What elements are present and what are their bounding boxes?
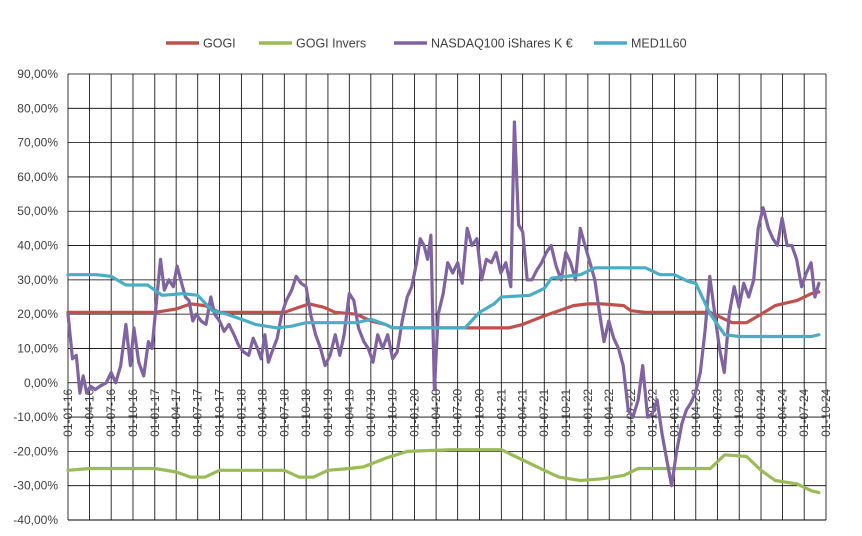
series-line-gogi-invers [66, 448, 821, 495]
y-tick-label: 60,00% [17, 170, 58, 184]
x-tick-label: 01-01-21 [494, 388, 508, 436]
x-tick-label: 01-10-17 [213, 388, 227, 436]
series-line-nasdaq100-ishares-k [66, 120, 821, 488]
x-tick-label: 01-10-21 [559, 388, 573, 436]
y-tick-label: 40,00% [17, 239, 58, 253]
x-tick-label: 01-07-17 [191, 388, 205, 436]
x-tick-label: 01-04-24 [776, 388, 790, 436]
series-line-med1l60 [66, 266, 821, 339]
legend: GOGI GOGI Invers NASDAQ100 iShares K € MED1… [166, 37, 687, 51]
x-tick-label: 01-07-21 [537, 388, 551, 436]
x-tick-label: 01-04-16 [83, 388, 97, 436]
legend-label: GOGI Invers [296, 37, 366, 51]
x-tick-label: 01-04-21 [516, 388, 530, 436]
x-tick-label: 01-07-20 [451, 388, 465, 436]
x-tick-label: 01-10-23 [732, 388, 746, 436]
x-tick-label: 01-10-16 [126, 388, 140, 436]
x-tick-label: 01-07-18 [277, 388, 291, 436]
x-tick-label: 01-01-20 [408, 388, 422, 436]
legend-label: NASDAQ100 iShares K € [431, 37, 573, 51]
y-tick-label: 30,00% [17, 273, 58, 287]
series-layer [66, 120, 821, 495]
x-tick-label: 01-01-23 [667, 388, 681, 436]
y-tick-label: -40,00% [13, 513, 58, 527]
x-tick-label: 01-07-23 [710, 388, 724, 436]
y-tick-label: 50,00% [17, 204, 58, 218]
x-tick-label: 01-04-22 [602, 388, 616, 436]
x-tick-label: 01-04-19 [342, 388, 356, 436]
y-tick-label: 90,00% [17, 67, 58, 81]
x-tick-label: 01-07-16 [104, 388, 118, 436]
x-tick-label: 01-01-22 [581, 388, 595, 436]
legend-label: MED1L60 [631, 37, 687, 51]
x-tick-label: 01-01-19 [321, 388, 335, 436]
x-tick-label: 01-01-18 [234, 388, 248, 436]
x-tick-label: 01-07-19 [364, 388, 378, 436]
x-tick-label: 01-04-20 [429, 388, 443, 436]
x-tick-label: 01-10-19 [386, 388, 400, 436]
y-tick-label: 80,00% [17, 101, 58, 115]
x-tick-label: 01-01-17 [148, 388, 162, 436]
x-tick-label: 01-10-20 [472, 388, 486, 436]
y-axis-tick-labels: -40,00% -30,00% -20,00% -10,00% 0,00% 10,00% 2… [13, 67, 58, 527]
x-tick-label: 01-01-16 [61, 388, 75, 436]
x-tick-label: 01-10-24 [819, 388, 833, 436]
x-tick-label: 01-04-17 [169, 388, 183, 436]
gridlines [67, 73, 827, 521]
x-tick-label: 01-04-18 [256, 388, 270, 436]
y-tick-label: 10,00% [17, 341, 58, 355]
x-tick-label: 01-01-24 [754, 388, 768, 436]
y-tick-label: -10,00% [13, 410, 58, 424]
y-tick-label: -20,00% [13, 444, 58, 458]
y-tick-label: 0,00% [24, 376, 58, 390]
x-tick-label: 01-07-24 [797, 388, 811, 436]
y-tick-label: -30,00% [13, 479, 58, 493]
y-tick-label: 20,00% [17, 307, 58, 321]
legend-label: GOGI [203, 37, 236, 51]
y-tick-label: 70,00% [17, 136, 58, 150]
x-tick-label: 01-10-18 [299, 388, 313, 436]
